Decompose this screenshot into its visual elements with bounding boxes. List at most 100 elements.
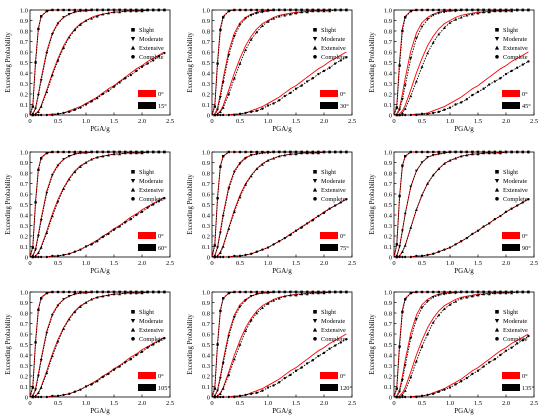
series-line-complete-1 <box>394 198 529 258</box>
data-point-complete <box>504 349 508 352</box>
data-point-extensive <box>322 291 326 295</box>
data-point-complete <box>527 198 530 201</box>
series-line-moderate-1 <box>211 291 347 398</box>
data-point-extensive <box>454 156 458 160</box>
data-point-complete <box>140 210 144 214</box>
data-point-slight <box>219 165 222 168</box>
data-point-complete <box>96 240 99 243</box>
data-point-extensive <box>510 9 514 13</box>
panel-2: 0 0.1 0.2 0.3 0.4 0.5 0.6 0.7 0.8 0.9 1.0 0 0.5 1.0 1.… <box>187 7 356 133</box>
data-point-moderate <box>266 291 270 295</box>
data-point-complete <box>460 380 463 383</box>
y-tick-label: 0 <box>25 112 28 119</box>
data-point-complete <box>322 211 326 215</box>
data-point-extensive <box>487 10 491 14</box>
y-axis-label: Exceeding Probability <box>369 32 376 93</box>
data-point-extensive <box>134 151 138 155</box>
series-line-moderate-1 <box>394 9 529 116</box>
x-tick-label: 2.0 <box>138 260 146 267</box>
data-point-moderate <box>39 359 43 362</box>
y-tick-label: 0.3 <box>20 81 28 88</box>
x-tick-label: 0 <box>28 400 31 407</box>
data-point-complete <box>493 358 496 361</box>
data-point-extensive <box>45 371 49 375</box>
data-point-slight <box>40 15 43 18</box>
y-tick-label: 0.6 <box>384 191 393 198</box>
data-point-extensive <box>442 307 446 310</box>
legend-marker-extensive <box>130 187 136 192</box>
data-point-complete <box>521 339 524 342</box>
data-point-extensive <box>493 9 497 13</box>
legend-marker-moderate <box>494 37 500 41</box>
data-point-moderate <box>244 17 248 20</box>
data-point-complete <box>504 210 508 214</box>
legend-angle-label: 0° <box>522 373 528 380</box>
data-point-moderate <box>400 379 404 382</box>
data-point-extensive <box>328 150 332 154</box>
data-point-moderate <box>459 8 463 12</box>
data-point-extensive <box>504 150 508 154</box>
y-tick-label: 0.8 <box>202 170 210 177</box>
data-point-moderate <box>67 13 71 16</box>
data-point-complete <box>488 361 491 364</box>
data-point-complete <box>283 94 286 98</box>
legend-label-extensive: Extensive <box>139 187 164 194</box>
data-point-extensive <box>283 294 287 298</box>
data-point-complete <box>45 113 48 117</box>
data-point-extensive <box>221 106 225 109</box>
legend-marker-extensive <box>312 327 318 332</box>
data-point-extensive <box>95 295 99 299</box>
data-point-extensive <box>515 8 519 12</box>
y-axis-label: Exceeding Probability <box>5 174 12 235</box>
data-point-extensive <box>106 293 110 297</box>
x-tick-label: 2.5 <box>166 118 174 125</box>
data-point-extensive <box>162 150 166 154</box>
data-point-extensive <box>218 251 222 254</box>
data-point-extensive <box>78 165 82 168</box>
data-point-slight <box>437 150 440 154</box>
data-point-complete <box>255 109 258 113</box>
data-point-slight <box>432 8 435 12</box>
legend-label-slight: Slight <box>503 309 518 316</box>
data-point-moderate <box>300 290 304 294</box>
data-point-complete <box>34 395 37 399</box>
data-point-complete <box>255 391 258 394</box>
data-point-extensive <box>84 161 88 164</box>
x-tick-label: 1.0 <box>446 400 454 407</box>
data-point-complete <box>476 229 480 232</box>
x-axis-label: PGA/g <box>90 125 110 133</box>
legend-label-moderate: Moderate <box>321 178 345 185</box>
legend-label-slight: Slight <box>139 27 154 34</box>
data-point-moderate <box>101 290 105 294</box>
data-point-extensive <box>510 291 514 295</box>
data-point-moderate <box>90 290 94 294</box>
data-point-complete <box>278 381 281 384</box>
data-point-complete <box>426 253 429 257</box>
data-point-extensive <box>277 296 281 300</box>
x-tick-label: 2.5 <box>166 400 174 407</box>
legend-label-extensive: Extensive <box>321 45 346 52</box>
y-tick-label: 0.1 <box>384 384 392 391</box>
legend-label-slight: Slight <box>139 169 154 176</box>
y-tick-label: 0.3 <box>202 81 210 88</box>
data-point-slight <box>244 150 247 154</box>
data-point-complete <box>255 250 258 253</box>
data-point-complete <box>476 369 480 372</box>
data-point-moderate <box>426 18 430 21</box>
data-point-extensive <box>482 10 486 14</box>
data-point-extensive <box>90 297 94 301</box>
data-point-moderate <box>232 170 236 174</box>
data-point-extensive <box>431 41 435 44</box>
data-point-moderate <box>283 150 287 154</box>
x-tick-label: 1.5 <box>110 260 118 267</box>
data-point-extensive <box>322 150 326 154</box>
x-axis-label: PGA/g <box>272 407 292 415</box>
data-point-complete <box>37 255 40 259</box>
x-tick-label: 1.5 <box>110 118 118 125</box>
data-point-complete <box>227 113 230 117</box>
data-point-slight <box>40 157 43 160</box>
data-point-moderate <box>294 8 298 12</box>
y-tick-label: 0.8 <box>202 310 210 317</box>
x-axis-label: PGA/g <box>454 407 474 415</box>
data-point-complete <box>101 375 105 379</box>
